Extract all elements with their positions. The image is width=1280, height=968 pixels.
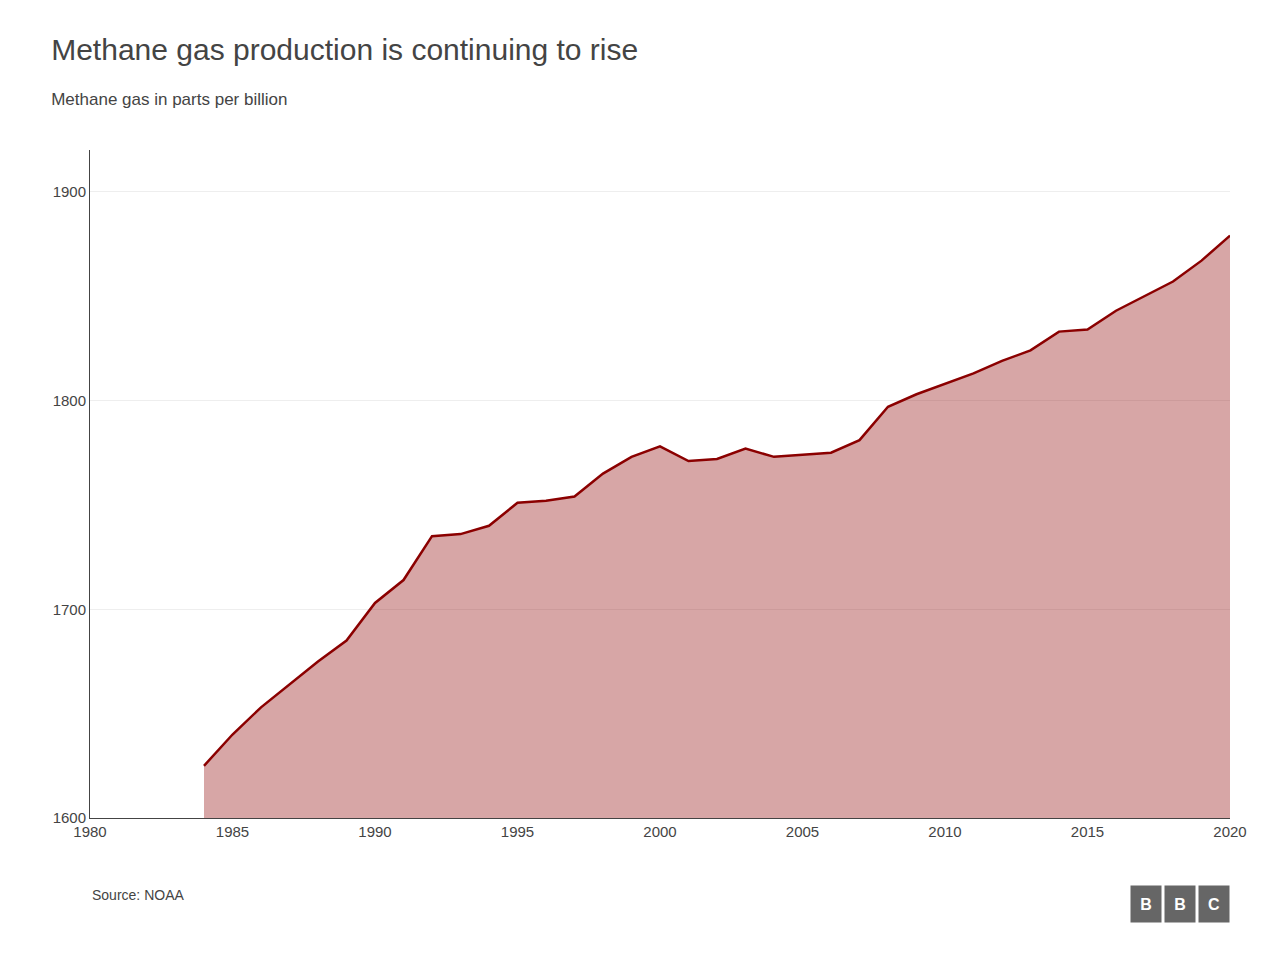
- svg-text:1800: 1800: [53, 392, 86, 409]
- svg-text:Methane gas in parts per billi: Methane gas in parts per billion: [51, 90, 287, 109]
- svg-text:2015: 2015: [1071, 823, 1104, 840]
- svg-text:1995: 1995: [501, 823, 534, 840]
- svg-text:1980: 1980: [73, 823, 106, 840]
- svg-text:B: B: [1174, 896, 1186, 913]
- svg-text:1600: 1600: [53, 809, 86, 826]
- svg-text:1700: 1700: [53, 601, 86, 618]
- svg-text:2005: 2005: [786, 823, 819, 840]
- svg-text:2000: 2000: [643, 823, 676, 840]
- svg-text:1900: 1900: [53, 183, 86, 200]
- svg-text:2010: 2010: [928, 823, 961, 840]
- svg-text:1985: 1985: [216, 823, 249, 840]
- svg-text:1990: 1990: [358, 823, 391, 840]
- svg-text:Methane gas production is cont: Methane gas production is continuing to …: [51, 33, 638, 66]
- svg-text:Source: NOAA: Source: NOAA: [92, 887, 184, 903]
- svg-text:B: B: [1140, 896, 1152, 913]
- svg-text:2020: 2020: [1213, 823, 1246, 840]
- svg-text:C: C: [1208, 896, 1220, 913]
